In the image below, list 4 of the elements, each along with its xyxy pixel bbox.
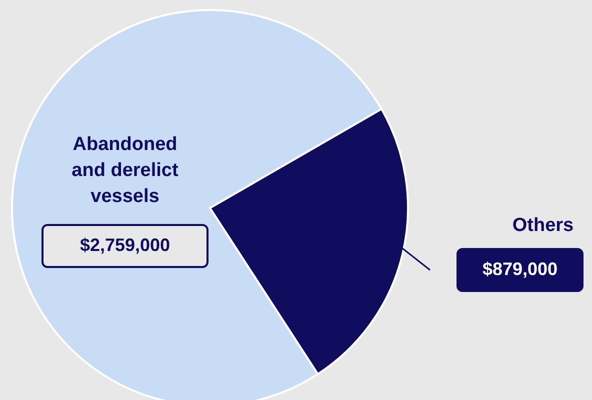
- slice-label: Others: [512, 215, 574, 236]
- slice-label: Abandoned and derelict vessels: [72, 134, 179, 207]
- data-label: $879,000: [482, 259, 558, 279]
- data-label: $2,759,000: [80, 235, 170, 255]
